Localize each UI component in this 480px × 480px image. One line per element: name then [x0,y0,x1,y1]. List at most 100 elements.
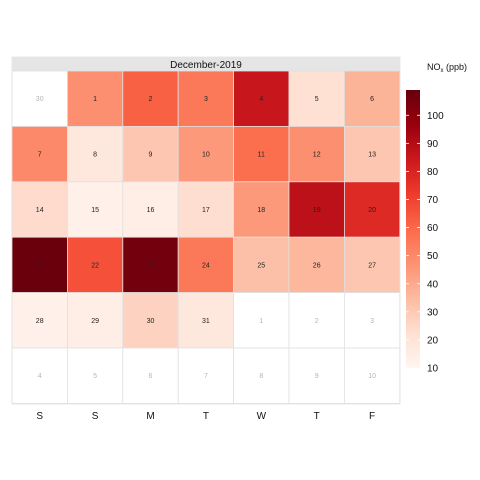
day-label: 1 [259,318,263,325]
day-label: 9 [315,373,319,380]
day-cell [122,347,179,404]
day-cell [177,292,234,349]
day-cell [233,236,290,293]
day-cell [233,126,290,183]
day-cell [67,347,124,404]
day-label: 25 [257,262,265,269]
day-label: 8 [259,373,263,380]
legend: NOx (ppb) 10 20 30 40 50 60 70 80 90 100 [406,62,467,375]
day-cell [288,347,345,404]
weekday-label: S [36,411,43,422]
title-strip [12,57,400,71]
day-cell [177,70,234,127]
legend-tick-label: 100 [427,111,444,122]
day-cell [177,181,234,238]
day-label: 13 [368,152,376,159]
day-cell [343,181,401,238]
day-cell [288,126,345,183]
day-cell [343,347,401,404]
day-cell [288,292,345,349]
weekday-label: W [257,411,267,422]
legend-colorbar [406,90,420,368]
day-label: 20 [368,207,376,214]
day-cell [343,70,401,127]
day-label: 18 [257,207,265,214]
day-cell [122,181,179,238]
day-cell [288,70,345,127]
day-cell [122,292,179,349]
weekday-label: T [314,411,320,422]
day-cell [343,126,401,183]
legend-title-sub: x [441,68,444,74]
weekday-label: T [203,411,209,422]
day-label: 23 [147,262,155,269]
day-label: 10 [368,373,376,380]
day-label: 7 [38,152,42,159]
day-label: 15 [91,207,99,214]
legend-tick-label: 90 [427,139,439,150]
legend-tick-label: 70 [427,195,439,206]
day-cell [122,126,179,183]
day-label: 4 [259,96,263,103]
day-label: 31 [202,318,210,325]
day-label: 3 [370,318,374,325]
day-label: 29 [91,318,99,325]
day-label: 16 [147,207,155,214]
day-label: 24 [202,262,210,269]
day-cell [288,236,345,293]
day-label: 26 [313,262,321,269]
legend-tick-label: 80 [427,167,439,178]
weekday-label: S [92,411,99,422]
legend-tick-label: 60 [427,223,439,234]
day-cell [233,292,290,349]
day-label: 22 [91,262,99,269]
weekday-label: M [146,411,154,422]
day-cell [343,292,401,349]
day-label: 11 [258,152,265,159]
day-cell [233,347,290,404]
day-cell [233,70,290,127]
day-label: 6 [149,373,153,380]
chart-title: December-2019 [170,60,242,71]
legend-tick-label: 30 [427,307,439,318]
day-label: 30 [36,96,44,103]
day-label: 17 [202,207,210,214]
day-label: 4 [38,373,42,380]
day-label: 5 [315,96,319,103]
legend-tick-label: 50 [427,251,439,262]
day-label: 14 [36,207,44,214]
day-label: 10 [202,152,210,159]
day-label: 5 [93,373,97,380]
day-label: 21 [36,262,44,269]
legend-tick-label: 20 [427,335,439,346]
day-label: 27 [368,262,376,269]
day-cell [343,236,401,293]
legend-title-main: NO [427,62,441,72]
day-label: 9 [149,152,153,159]
legend-tick-label: 10 [427,364,439,375]
legend-tick-label: 40 [427,279,439,290]
day-label: 2 [315,318,319,325]
day-cell [67,292,124,349]
day-label: 7 [204,373,208,380]
day-label: 6 [370,96,374,103]
day-label: 3 [204,96,208,103]
day-label: 1 [93,96,97,103]
day-label: 30 [147,318,155,325]
day-cell [11,126,68,183]
legend-title-unit: (ppb) [444,62,468,72]
legend-title: NOx (ppb) [427,62,467,74]
legend-ticks: 10 20 30 40 50 60 70 80 90 100 [406,111,444,375]
day-cell [11,347,68,404]
day-label: 28 [36,318,44,325]
day-label: 19 [313,207,321,214]
day-cell [177,126,234,183]
day-cell [122,236,179,293]
day-label: 8 [93,152,97,159]
day-label: 12 [313,152,321,159]
day-cell [67,236,124,293]
weekday-label: F [369,411,375,422]
